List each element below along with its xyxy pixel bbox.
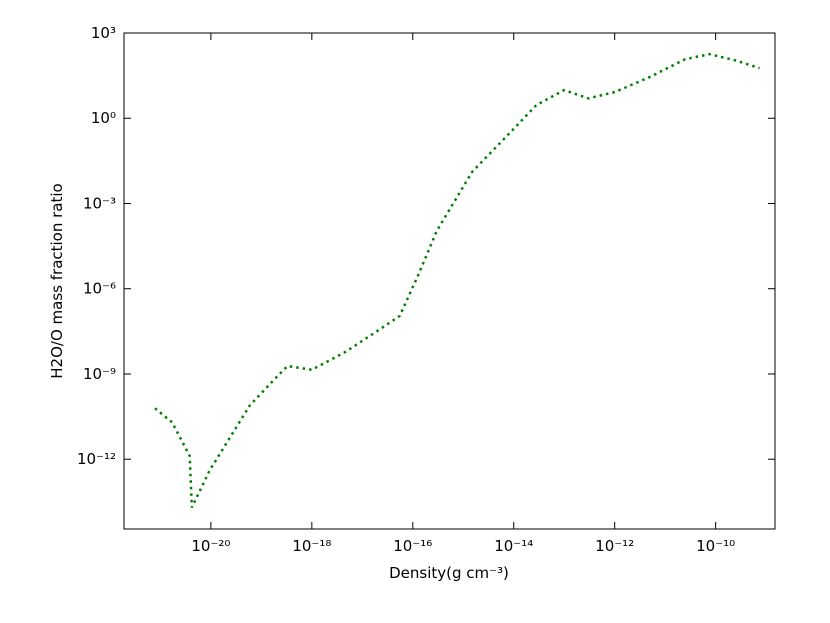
- y-tick-label: 10⁻¹²: [77, 450, 116, 468]
- x-tick-label: 10⁻¹⁰: [696, 537, 735, 555]
- data-line: [154, 52, 760, 509]
- x-axis-label: Density(g cm⁻³): [389, 564, 509, 582]
- y-tick-label: 10⁻⁹: [83, 365, 116, 383]
- x-tick-label: 10⁻¹²: [595, 537, 634, 555]
- x-tick-label: 10⁻¹⁶: [393, 537, 432, 555]
- y-tick-label: 10⁰: [91, 109, 116, 127]
- plot-frame: [123, 32, 776, 530]
- x-tick-label: 10⁻²⁰: [191, 537, 230, 555]
- y-tick-label: 10³: [91, 24, 116, 42]
- y-axis-label: H2O/O mass fraction ratio: [48, 183, 66, 378]
- x-tick-label: 10⁻¹⁴: [494, 537, 533, 555]
- y-tick-label: 10⁻⁶: [83, 280, 116, 298]
- x-tick-label: 10⁻¹⁸: [292, 537, 331, 555]
- y-tick-label: 10⁻³: [83, 194, 116, 212]
